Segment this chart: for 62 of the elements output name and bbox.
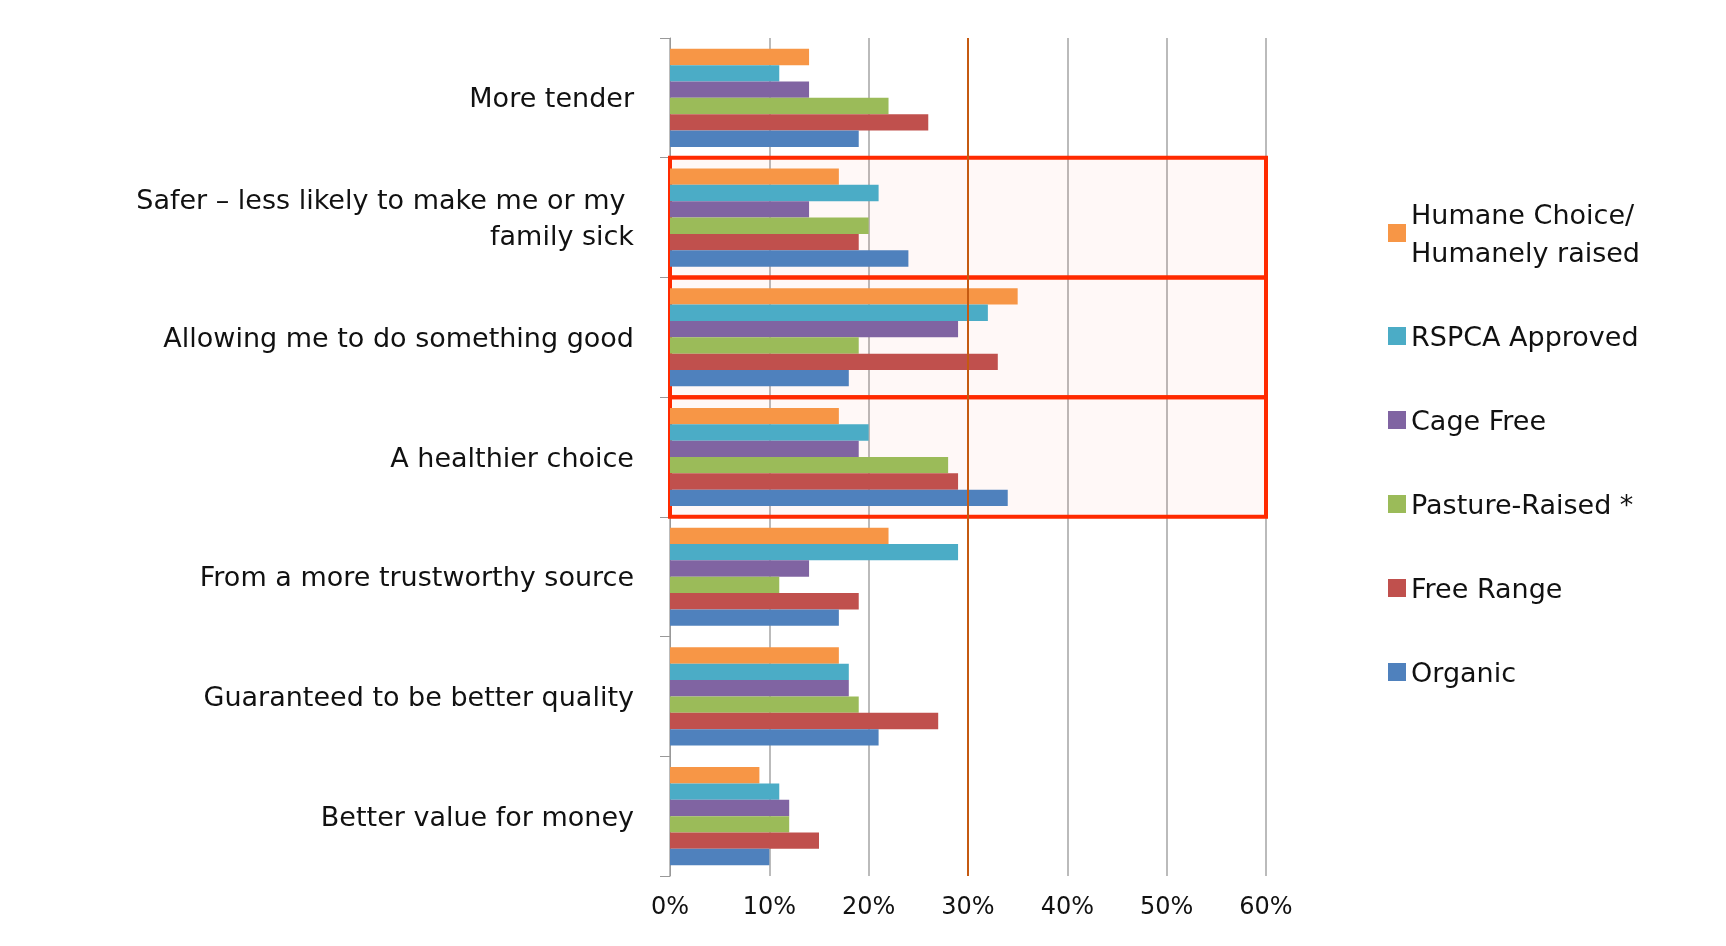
bar [670, 543, 959, 561]
bar [670, 81, 810, 98]
legend-label: Organic [1411, 656, 1517, 688]
bar [670, 609, 839, 626]
bar [670, 729, 879, 746]
legend-label: Humane Choice/ Humanely raised [1411, 198, 1643, 268]
x-tick-label: 10% [742, 892, 797, 920]
bar [670, 233, 859, 251]
bar [670, 337, 859, 354]
bar [670, 783, 780, 800]
bar [670, 593, 859, 610]
x-tick-label: 0% [650, 892, 690, 920]
bar [670, 48, 810, 66]
bar [670, 130, 859, 147]
bar [670, 527, 889, 544]
bar [670, 97, 889, 115]
bar [670, 767, 760, 784]
bar [670, 424, 869, 441]
y-tick-label: Guaranteed to be better quality [203, 680, 635, 712]
bar [670, 832, 819, 849]
y-tick-label: A healthier choice [390, 441, 634, 473]
bar [670, 848, 770, 866]
bar [670, 712, 939, 730]
bar [670, 560, 810, 577]
bar [670, 288, 1018, 305]
x-tick-label: 30% [941, 892, 995, 920]
bar [670, 353, 998, 371]
bar [670, 696, 859, 713]
legend-label: Cage Free [1411, 404, 1547, 436]
bar [670, 370, 849, 387]
bar [670, 576, 780, 594]
bar [670, 816, 790, 833]
y-tick-label: From a more trustworthy source [199, 561, 634, 593]
bar [670, 168, 839, 185]
bar [670, 440, 859, 457]
bar [670, 489, 1008, 507]
bar [670, 473, 959, 490]
bar [670, 320, 959, 338]
legend-label: Free Range [1411, 572, 1563, 604]
bar [670, 114, 929, 131]
x-tick-label: 50% [1139, 892, 1194, 920]
y-tick-label: Better value for money [320, 800, 635, 832]
x-tick-label: 60% [1239, 892, 1293, 920]
legend-label: RSPCA Approved [1411, 320, 1639, 352]
bar [670, 663, 849, 681]
bar [670, 457, 949, 474]
bar [670, 799, 790, 817]
bar [670, 407, 839, 425]
bar [670, 217, 869, 234]
bar [670, 680, 849, 697]
bar [670, 65, 780, 82]
y-tick-label: Allowing me to do something good [163, 321, 634, 353]
x-tick-label: 40% [1040, 892, 1095, 920]
bar [670, 647, 839, 664]
bar [670, 250, 909, 267]
y-tick-label: More tender [469, 82, 635, 114]
x-tick-label: 20% [841, 892, 896, 920]
bar [670, 304, 988, 321]
bar [670, 201, 810, 218]
y-tick-label: Safer – less likely to make me or my family sick [136, 184, 635, 252]
bar [670, 184, 879, 202]
legend-label: Pasture-Raised * [1411, 488, 1634, 520]
